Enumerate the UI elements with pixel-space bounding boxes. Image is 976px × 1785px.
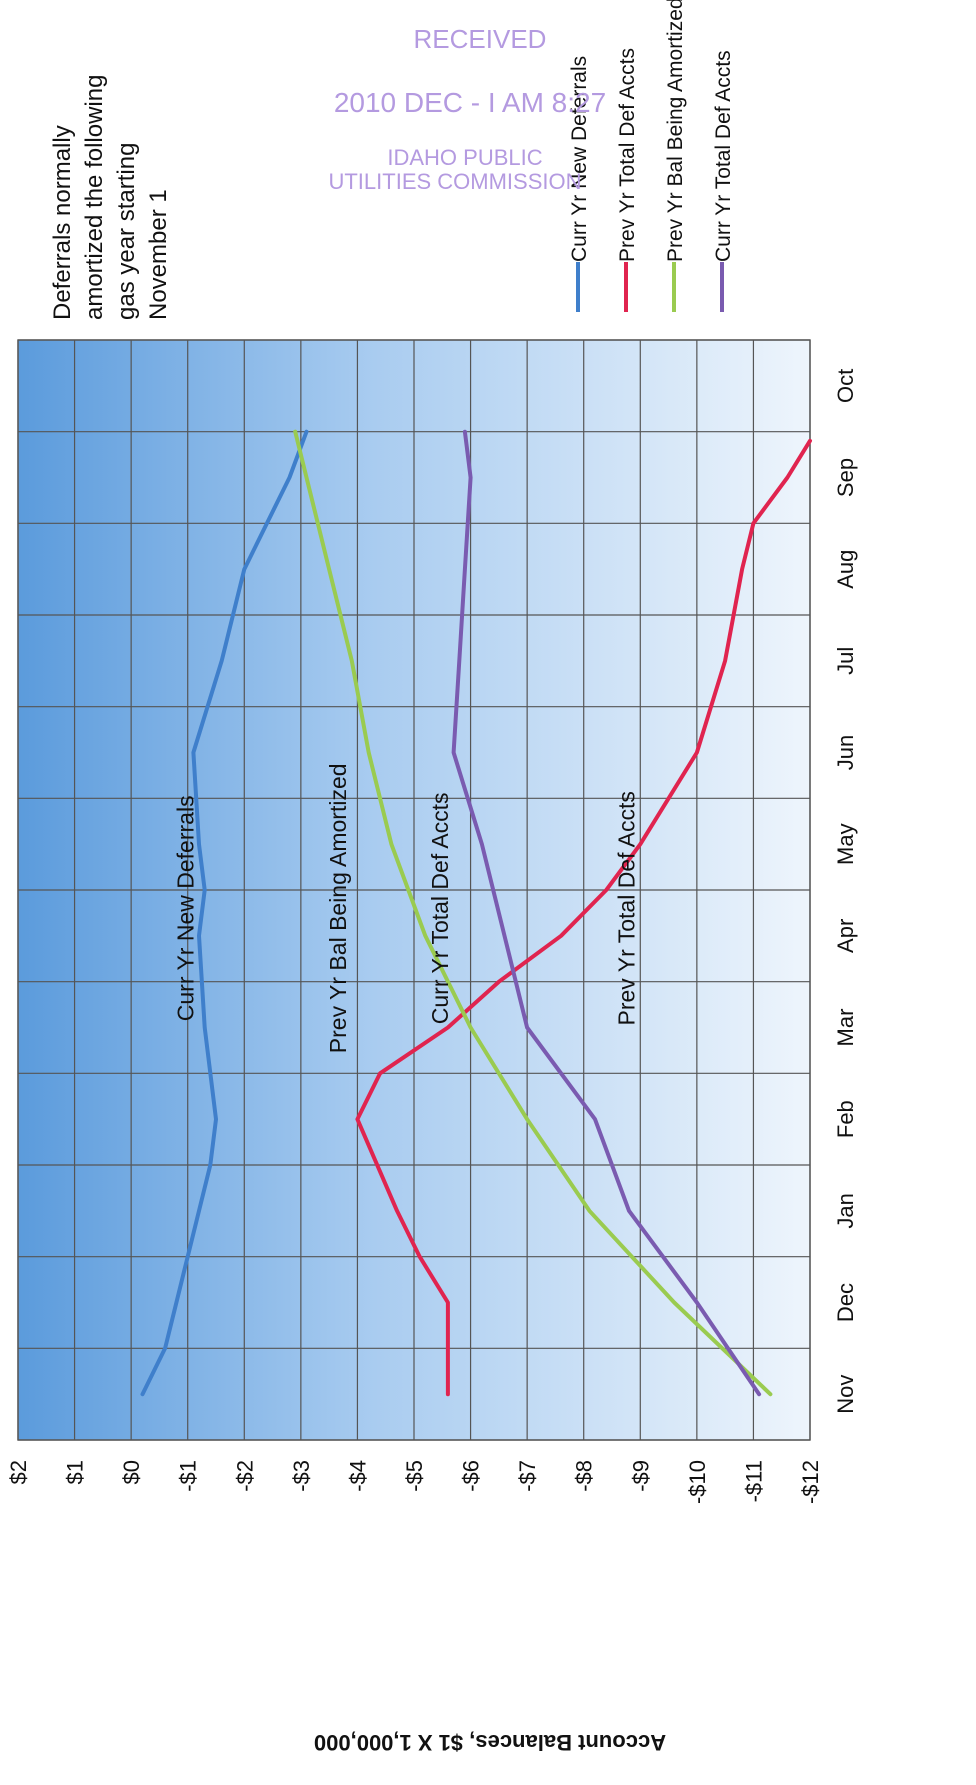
- x-tick-label: Jun: [833, 735, 858, 770]
- y-tick-label: -$12: [798, 1460, 823, 1504]
- legend-item: Prev Yr Total Def Accts: [616, 48, 639, 312]
- y-tick-label: $2: [6, 1460, 31, 1484]
- x-tick-label: Aug: [833, 550, 858, 589]
- y-tick-label: -$5: [402, 1460, 427, 1492]
- series-line: [293, 429, 773, 1397]
- series-annotation: Prev Yr Bal Being Amortized: [325, 763, 351, 1053]
- stamp-commission: UTILITIES COMMISSION: [328, 169, 581, 194]
- note-line-2: amortized the following: [81, 75, 108, 320]
- y-tick-label: -$11: [741, 1460, 766, 1502]
- y-tick-label: -$6: [459, 1460, 484, 1492]
- series-line: [451, 429, 762, 1397]
- y-axis-title: Account Balances, $1 X 1,000,000: [314, 1730, 666, 1755]
- stamp-received: RECEIVED: [414, 24, 547, 54]
- series-annotation: Curr Yr Total Def Accts: [427, 792, 453, 1024]
- series-annotation: Curr Yr New Deferrals: [172, 795, 198, 1021]
- annotation-labels: Curr Yr New Deferrals Prev Yr Bal Being A…: [172, 763, 639, 1053]
- x-tick-label: Jan: [833, 1193, 858, 1228]
- series-line: [140, 429, 309, 1397]
- x-tick-label: Mar: [833, 1009, 858, 1047]
- tick-labels: $2 $1 $0 -$1 -$2 -$3 -$4 -$5 -$6 -$7 -$8 -$9 -$10 -$1…: [6, 369, 858, 1504]
- note-line-4: November 1: [145, 189, 172, 320]
- stamp-date: 2010 DEC - I AM 8:27: [334, 87, 606, 118]
- x-tick-label: Jul: [833, 647, 858, 675]
- x-tick-label: Nov: [833, 1375, 858, 1414]
- y-tick-label: -$9: [628, 1460, 653, 1492]
- x-tick-label: Feb: [833, 1100, 858, 1138]
- series-group: [140, 429, 812, 1397]
- note-block: Deferrals normally amortized the followi…: [49, 75, 172, 320]
- stamp-idaho: IDAHO PUBLIC: [387, 145, 542, 170]
- legend-item: Curr Yr New Deferrals: [568, 56, 591, 312]
- legend-item: Prev Yr Bal Being Amortized: [664, 0, 687, 312]
- note-line-3: gas year starting: [113, 143, 140, 320]
- y-tick-label: $0: [119, 1460, 144, 1484]
- x-tick-label: May: [833, 823, 858, 865]
- x-tick-label: Dec: [833, 1283, 858, 1322]
- y-tick-label: -$3: [289, 1460, 314, 1492]
- series-line: [355, 438, 812, 1397]
- legend-item: Curr Yr Total Def Accts: [712, 50, 735, 312]
- y-tick-label: -$1: [176, 1460, 201, 1492]
- y-tick-label: -$10: [685, 1460, 710, 1504]
- y-tick-label: -$7: [515, 1460, 540, 1492]
- y-tick-label: -$4: [345, 1460, 370, 1492]
- received-stamp: RECEIVED 2010 DEC - I AM 8:27 IDAHO PUBL…: [328, 24, 606, 194]
- y-tick-label: $1: [63, 1460, 88, 1484]
- legend-label: Curr Yr Total Def Accts: [712, 50, 735, 262]
- note-line-1: Deferrals normally: [49, 125, 76, 320]
- x-tick-label: Apr: [833, 919, 858, 953]
- legend-label: Prev Yr Total Def Accts: [616, 48, 639, 262]
- x-tick-label: Oct: [833, 369, 858, 403]
- legend-label: Prev Yr Bal Being Amortized: [664, 0, 687, 262]
- legend-label: Curr Yr New Deferrals: [568, 56, 591, 262]
- series-annotation: Prev Yr Total Def Accts: [614, 791, 640, 1025]
- y-tick-label: -$2: [232, 1460, 257, 1492]
- y-tick-label: -$8: [572, 1460, 597, 1492]
- legend: Curr Yr New Deferrals Prev Yr Total Def A…: [568, 0, 735, 312]
- x-tick-label: Sep: [833, 458, 858, 497]
